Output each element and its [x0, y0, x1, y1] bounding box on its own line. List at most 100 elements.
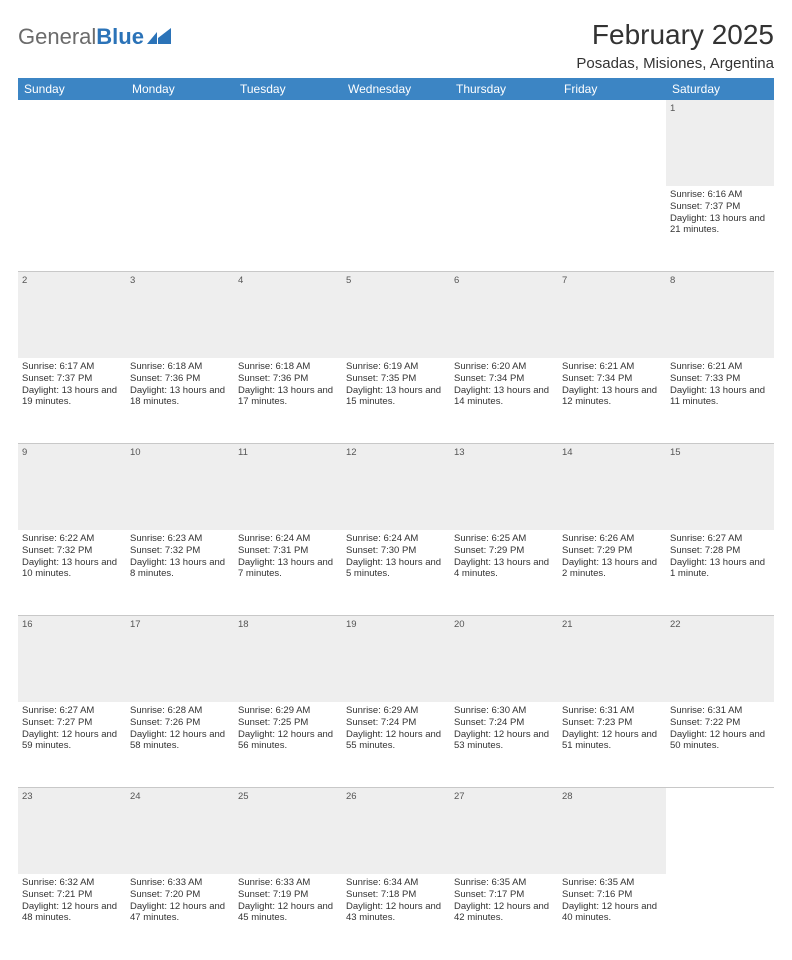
day-content-cell: Sunrise: 6:31 AMSunset: 7:22 PMDaylight:…: [666, 702, 774, 788]
daylight-line: Daylight: 13 hours and 10 minutes.: [22, 557, 122, 581]
day-content-cell: [666, 874, 774, 960]
day-number-row: 2345678: [18, 272, 774, 358]
day-content-cell: Sunrise: 6:19 AMSunset: 7:35 PMDaylight:…: [342, 358, 450, 444]
weekday-header: Wednesday: [342, 78, 450, 100]
daylight-line: Daylight: 13 hours and 17 minutes.: [238, 385, 338, 409]
daylight-line: Daylight: 13 hours and 14 minutes.: [454, 385, 554, 409]
sunset-line: Sunset: 7:37 PM: [670, 201, 770, 213]
sunset-line: Sunset: 7:27 PM: [22, 717, 122, 729]
daylight-line: Daylight: 12 hours and 55 minutes.: [346, 729, 446, 753]
sunrise-line: Sunrise: 6:35 AM: [562, 877, 662, 889]
daylight-line: Daylight: 13 hours and 18 minutes.: [130, 385, 230, 409]
sunrise-line: Sunrise: 6:25 AM: [454, 533, 554, 545]
sunrise-line: Sunrise: 6:18 AM: [238, 361, 338, 373]
day-number-cell: 12: [342, 444, 450, 530]
daylight-line: Daylight: 12 hours and 51 minutes.: [562, 729, 662, 753]
day-content-cell: Sunrise: 6:23 AMSunset: 7:32 PMDaylight:…: [126, 530, 234, 616]
sunrise-line: Sunrise: 6:26 AM: [562, 533, 662, 545]
day-number-cell: 25: [234, 788, 342, 874]
day-content-cell: Sunrise: 6:27 AMSunset: 7:27 PMDaylight:…: [18, 702, 126, 788]
day-number-cell: 6: [450, 272, 558, 358]
day-number-cell: 2: [18, 272, 126, 358]
day-number-cell: [342, 100, 450, 186]
daylight-line: Daylight: 13 hours and 1 minute.: [670, 557, 770, 581]
sunset-line: Sunset: 7:20 PM: [130, 889, 230, 901]
day-number-cell: 9: [18, 444, 126, 530]
day-number-row: 16171819202122: [18, 616, 774, 702]
sunset-line: Sunset: 7:36 PM: [238, 373, 338, 385]
logo: GeneralBlue: [18, 24, 171, 50]
sunset-line: Sunset: 7:29 PM: [454, 545, 554, 557]
day-content-cell: [342, 186, 450, 272]
sunset-line: Sunset: 7:18 PM: [346, 889, 446, 901]
day-content-cell: [450, 186, 558, 272]
sunset-line: Sunset: 7:21 PM: [22, 889, 122, 901]
day-number-cell: 17: [126, 616, 234, 702]
sunset-line: Sunset: 7:37 PM: [22, 373, 122, 385]
day-content-cell: Sunrise: 6:35 AMSunset: 7:16 PMDaylight:…: [558, 874, 666, 960]
day-content-cell: Sunrise: 6:18 AMSunset: 7:36 PMDaylight:…: [126, 358, 234, 444]
sunrise-line: Sunrise: 6:21 AM: [670, 361, 770, 373]
day-content-cell: Sunrise: 6:24 AMSunset: 7:30 PMDaylight:…: [342, 530, 450, 616]
sunrise-line: Sunrise: 6:16 AM: [670, 189, 770, 201]
weekday-header: Friday: [558, 78, 666, 100]
day-content-cell: Sunrise: 6:18 AMSunset: 7:36 PMDaylight:…: [234, 358, 342, 444]
sunrise-line: Sunrise: 6:20 AM: [454, 361, 554, 373]
calendar-body: 1Sunrise: 6:16 AMSunset: 7:37 PMDaylight…: [18, 100, 774, 960]
daylight-line: Daylight: 12 hours and 48 minutes.: [22, 901, 122, 925]
day-content-cell: Sunrise: 6:29 AMSunset: 7:24 PMDaylight:…: [342, 702, 450, 788]
day-number-row: 9101112131415: [18, 444, 774, 530]
day-number-cell: 24: [126, 788, 234, 874]
weekday-header-row: Sunday Monday Tuesday Wednesday Thursday…: [18, 78, 774, 100]
day-number-cell: 19: [342, 616, 450, 702]
sunrise-line: Sunrise: 6:31 AM: [670, 705, 770, 717]
day-number-cell: 1: [666, 100, 774, 186]
sunrise-line: Sunrise: 6:27 AM: [670, 533, 770, 545]
sunset-line: Sunset: 7:16 PM: [562, 889, 662, 901]
sunrise-line: Sunrise: 6:21 AM: [562, 361, 662, 373]
day-number-cell: 5: [342, 272, 450, 358]
day-number-cell: 20: [450, 616, 558, 702]
day-number-cell: 10: [126, 444, 234, 530]
day-content-cell: Sunrise: 6:16 AMSunset: 7:37 PMDaylight:…: [666, 186, 774, 272]
daylight-line: Daylight: 13 hours and 12 minutes.: [562, 385, 662, 409]
sunset-line: Sunset: 7:31 PM: [238, 545, 338, 557]
day-content-cell: Sunrise: 6:33 AMSunset: 7:19 PMDaylight:…: [234, 874, 342, 960]
day-content-cell: Sunrise: 6:26 AMSunset: 7:29 PMDaylight:…: [558, 530, 666, 616]
logo-text-1: General: [18, 24, 96, 49]
sunset-line: Sunset: 7:22 PM: [670, 717, 770, 729]
sunrise-line: Sunrise: 6:28 AM: [130, 705, 230, 717]
month-title: February 2025: [576, 20, 774, 51]
daylight-line: Daylight: 13 hours and 15 minutes.: [346, 385, 446, 409]
day-number-cell: 11: [234, 444, 342, 530]
weekday-header: Tuesday: [234, 78, 342, 100]
sunrise-line: Sunrise: 6:29 AM: [238, 705, 338, 717]
day-number-cell: 15: [666, 444, 774, 530]
sunrise-line: Sunrise: 6:19 AM: [346, 361, 446, 373]
calendar-table: Sunday Monday Tuesday Wednesday Thursday…: [18, 78, 774, 960]
sunset-line: Sunset: 7:33 PM: [670, 373, 770, 385]
day-content-cell: Sunrise: 6:24 AMSunset: 7:31 PMDaylight:…: [234, 530, 342, 616]
day-content-cell: Sunrise: 6:33 AMSunset: 7:20 PMDaylight:…: [126, 874, 234, 960]
day-content-cell: Sunrise: 6:32 AMSunset: 7:21 PMDaylight:…: [18, 874, 126, 960]
logo-mark-icon: [147, 28, 171, 49]
daylight-line: Daylight: 12 hours and 47 minutes.: [130, 901, 230, 925]
day-content-cell: Sunrise: 6:22 AMSunset: 7:32 PMDaylight:…: [18, 530, 126, 616]
day-content-cell: Sunrise: 6:20 AMSunset: 7:34 PMDaylight:…: [450, 358, 558, 444]
day-content-cell: [126, 186, 234, 272]
day-content-cell: Sunrise: 6:35 AMSunset: 7:17 PMDaylight:…: [450, 874, 558, 960]
sunrise-line: Sunrise: 6:24 AM: [238, 533, 338, 545]
daylight-line: Daylight: 12 hours and 45 minutes.: [238, 901, 338, 925]
weekday-header: Sunday: [18, 78, 126, 100]
day-content-cell: Sunrise: 6:34 AMSunset: 7:18 PMDaylight:…: [342, 874, 450, 960]
daylight-line: Daylight: 13 hours and 8 minutes.: [130, 557, 230, 581]
day-content-cell: Sunrise: 6:28 AMSunset: 7:26 PMDaylight:…: [126, 702, 234, 788]
daylight-line: Daylight: 12 hours and 43 minutes.: [346, 901, 446, 925]
sunrise-line: Sunrise: 6:32 AM: [22, 877, 122, 889]
sunrise-line: Sunrise: 6:29 AM: [346, 705, 446, 717]
weekday-header: Saturday: [666, 78, 774, 100]
day-content-cell: Sunrise: 6:31 AMSunset: 7:23 PMDaylight:…: [558, 702, 666, 788]
sunrise-line: Sunrise: 6:24 AM: [346, 533, 446, 545]
day-content-cell: Sunrise: 6:21 AMSunset: 7:33 PMDaylight:…: [666, 358, 774, 444]
daylight-line: Daylight: 12 hours and 53 minutes.: [454, 729, 554, 753]
